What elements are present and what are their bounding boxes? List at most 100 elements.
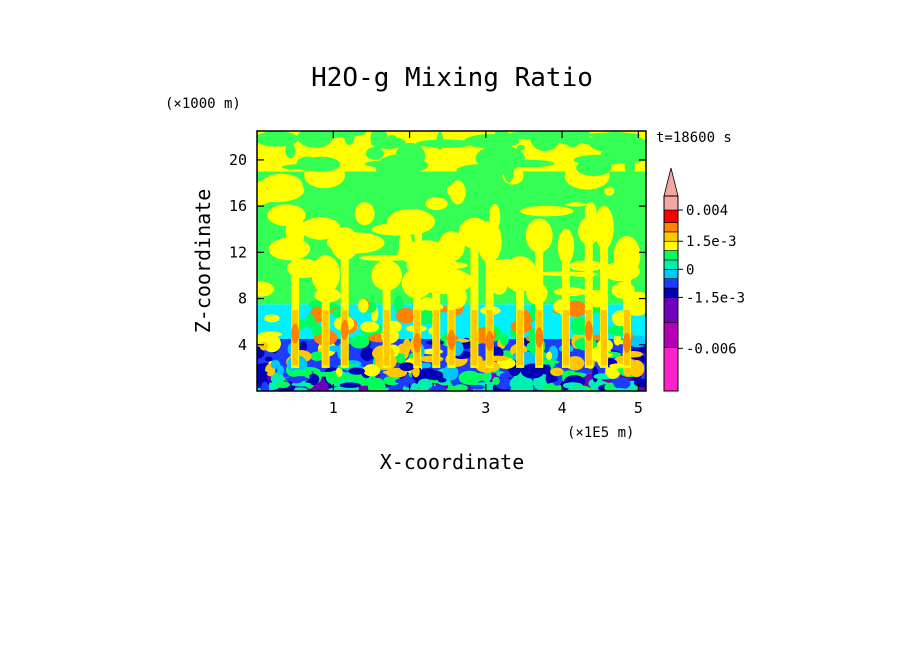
field-patch — [610, 387, 628, 391]
plot-frame — [256, 130, 647, 392]
field-patch — [359, 254, 412, 261]
field-patch — [565, 300, 587, 318]
y-tick-label: 20 — [229, 151, 247, 169]
field-patch — [375, 154, 421, 182]
field-patch — [299, 341, 308, 353]
field-patch — [547, 376, 559, 382]
field-patch — [520, 205, 574, 217]
colorbar-tick-label: 0 — [686, 262, 694, 278]
field-patch — [276, 381, 290, 389]
field-patch — [421, 362, 432, 369]
colorbar-segment — [663, 250, 679, 261]
colorbar-tick-label: 0.004 — [686, 203, 728, 219]
field-patch — [285, 142, 296, 159]
x-unit-label: (×1E5 m) — [567, 425, 634, 441]
field-patch — [335, 367, 343, 378]
field-patch — [292, 387, 308, 391]
colorbar-segment — [663, 209, 679, 223]
field-patch — [291, 382, 312, 387]
colorbar-tick-label: -1.5e-3 — [686, 290, 745, 306]
field-patch — [553, 287, 588, 297]
field-patch — [296, 156, 318, 171]
y-tick-label: 12 — [229, 243, 247, 261]
field-patch — [492, 376, 500, 386]
colorbar-segment — [663, 231, 679, 242]
x-tick-label: 3 — [481, 399, 490, 417]
field-patch — [260, 381, 270, 391]
field-patch — [354, 202, 375, 226]
plume — [557, 228, 575, 368]
field-patch — [410, 383, 419, 391]
field-patch — [260, 331, 283, 338]
field-patch — [511, 381, 534, 391]
x-tick-label: 4 — [558, 399, 567, 417]
field-patch — [311, 323, 322, 337]
y-tick-label: 8 — [238, 290, 247, 308]
field-patch — [297, 131, 333, 148]
y-unit-label: (×1000 m) — [165, 96, 241, 112]
plume — [428, 264, 445, 368]
field-patch — [257, 182, 275, 205]
field-patch — [579, 137, 599, 145]
plume — [594, 205, 614, 368]
field-patch — [584, 132, 641, 138]
field-patch — [453, 384, 468, 391]
field-patch — [360, 347, 375, 362]
field-patch — [309, 351, 325, 361]
field-patch — [399, 362, 415, 372]
field-patch — [419, 368, 437, 381]
y-tick-label: 4 — [238, 336, 247, 354]
field-patch — [490, 274, 508, 295]
plume — [525, 218, 553, 368]
field-patch — [387, 135, 397, 140]
colorbar-segment — [663, 278, 679, 289]
colorbar-frame — [663, 195, 679, 392]
field-patch — [609, 363, 627, 369]
field-patch — [291, 369, 313, 377]
y-axis: 4 8 12 16 20 — [229, 151, 646, 354]
field-patch — [394, 354, 406, 364]
plume — [311, 255, 340, 368]
field-patch — [370, 131, 388, 149]
field-patch — [458, 370, 481, 385]
colorbar-segment — [663, 259, 679, 270]
field-patch — [442, 365, 459, 381]
field-patch — [313, 131, 367, 138]
field-patch — [383, 375, 401, 386]
field-patch — [633, 378, 646, 388]
field-patch — [565, 356, 585, 371]
field-patch — [257, 370, 268, 376]
field-patch — [365, 147, 384, 160]
field-patch — [277, 365, 285, 375]
field-patch — [600, 145, 646, 164]
field-patch — [526, 341, 538, 353]
field-patch — [393, 295, 404, 313]
field-patch — [499, 333, 509, 346]
field-patch — [570, 317, 589, 335]
field-patch — [395, 378, 407, 384]
plume — [330, 227, 359, 368]
field-patch — [416, 139, 474, 148]
time-label: t=18600 s — [656, 130, 732, 146]
field-patch — [348, 367, 366, 375]
field-patch — [363, 364, 381, 377]
field-patch — [533, 374, 548, 391]
field-patch — [565, 202, 587, 207]
colorbar: 0.004 1.5e-3 0 -1.5e-3 -0.006 — [663, 167, 745, 392]
field-patch — [546, 351, 553, 361]
field-patch — [382, 370, 399, 375]
field-patch — [564, 131, 582, 148]
colorbar-extend — [663, 167, 679, 197]
field-patch — [395, 307, 417, 324]
colorbar-segment — [663, 322, 679, 348]
colorbar-segment — [663, 222, 679, 233]
field-patch — [259, 341, 269, 351]
field-patch — [360, 321, 380, 333]
field-patch — [628, 359, 645, 378]
field-patch — [604, 186, 615, 196]
field-patch — [270, 359, 281, 369]
colorbar-segment — [663, 195, 679, 211]
x-axis: 1 2 3 4 5 — [329, 131, 643, 417]
